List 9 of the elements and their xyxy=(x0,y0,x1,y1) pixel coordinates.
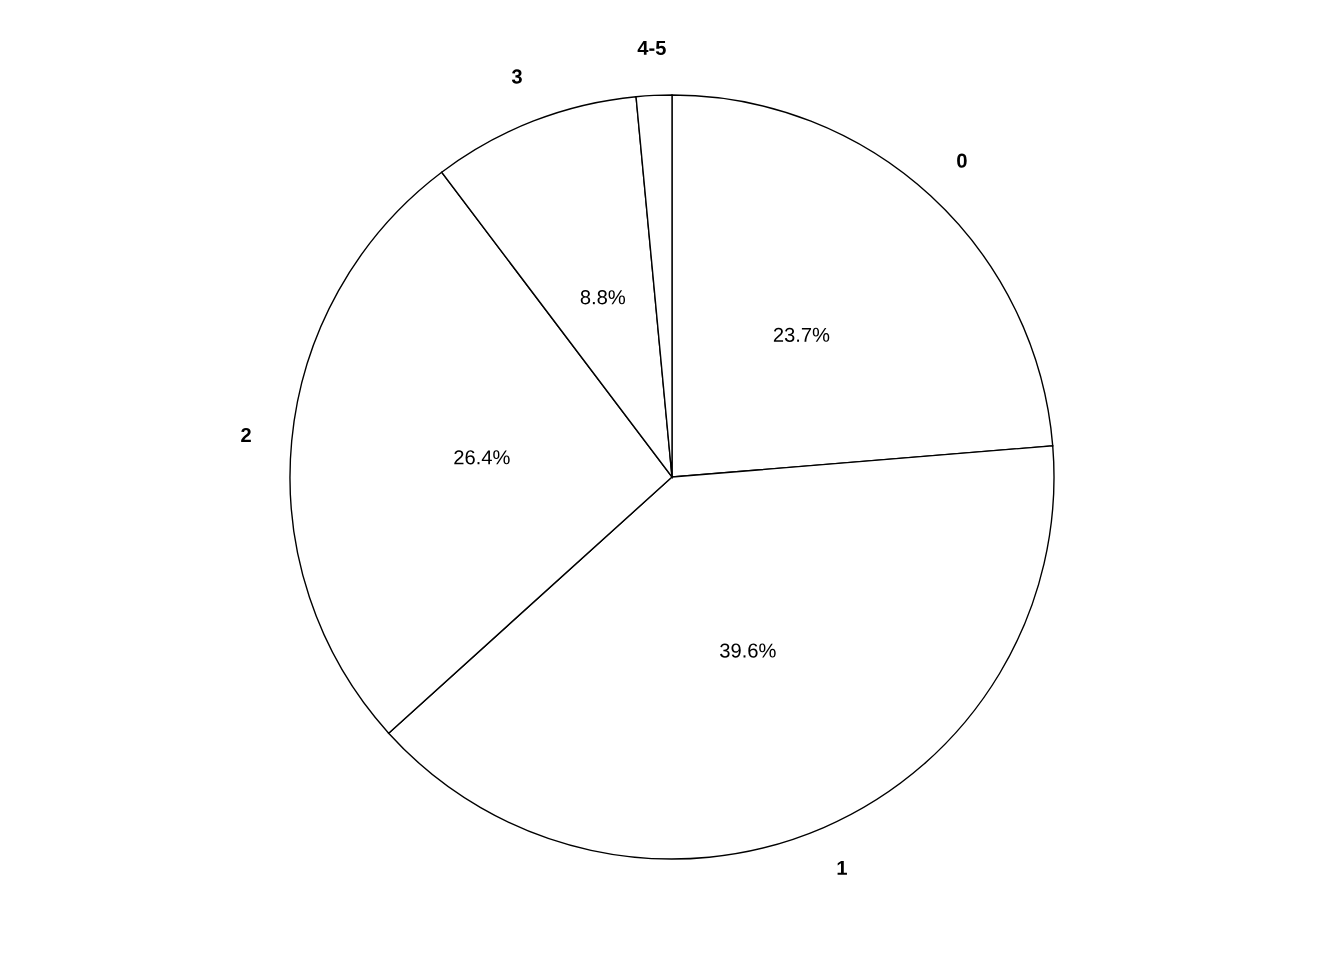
slice-label: 3 xyxy=(511,69,522,84)
data-label: 8.8% xyxy=(580,290,626,305)
data-label: 23.7% xyxy=(773,327,830,342)
slice-label: 2 xyxy=(241,427,251,442)
slice-label: 0 xyxy=(957,153,967,168)
slice-label: 4-5 xyxy=(637,40,666,56)
data-label: 26.4% xyxy=(454,450,510,465)
slice-label: 1 xyxy=(837,861,847,875)
data-label: 39.6% xyxy=(720,643,776,658)
